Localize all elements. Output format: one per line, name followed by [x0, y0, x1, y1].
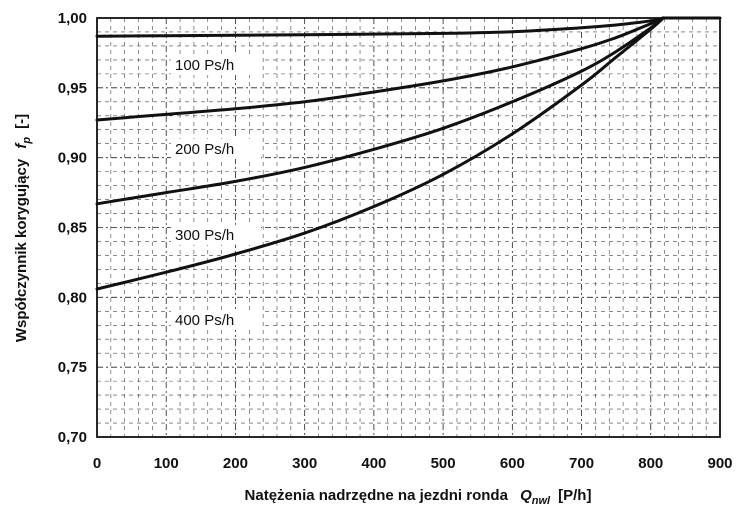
x-tick-label: 0 [93, 455, 101, 472]
y-tick-label: 0,85 [58, 220, 87, 237]
y-tick-label: 0,90 [58, 150, 87, 167]
x-axis-title-subscript: nwl [532, 495, 551, 507]
x-tick-label: 100 [154, 455, 179, 472]
x-axis-title-symbol: Q [520, 487, 532, 504]
series-line-2 [95, 16, 665, 122]
x-tick-label: 300 [292, 455, 317, 472]
y-axis-title-symbol: f [13, 142, 30, 149]
y-tick-label: 0,75 [58, 359, 87, 376]
x-tick-label: 200 [223, 455, 248, 472]
x-tick-label: 500 [431, 455, 456, 472]
x-tick-label: 400 [361, 455, 386, 472]
series-label: 400 Ps/h [175, 312, 234, 329]
series-label-background [171, 138, 261, 159]
y-axis-title-unit: [-] [13, 114, 30, 129]
series-label-background [171, 224, 261, 245]
y-axis-title-subscript: p [21, 137, 33, 145]
series-labels: 100 Ps/h 200 Ps/h 300 Ps/h 400 Ps/h [171, 55, 261, 330]
grid [97, 18, 720, 437]
y-tick-label: 1,00 [58, 10, 87, 27]
y-axis-title: Współczynnik korygujący fp [-] [13, 114, 33, 342]
plot-frame [96, 17, 721, 438]
y-tick-label: 0,95 [58, 80, 87, 97]
x-axis-ticks: 0 100 200 300 400 500 600 700 800 900 [93, 455, 733, 472]
y-axis-title-main: Współczynnik korygujący [13, 158, 30, 342]
series-line-3 [95, 16, 665, 206]
series-line-1 [95, 16, 665, 38]
x-axis-title-main: Natężenia nadrzędne na jezdni ronda [245, 487, 509, 504]
series-label: 200 Ps/h [175, 141, 234, 158]
series-label: 300 Ps/h [175, 227, 234, 244]
series-label-background [171, 309, 261, 330]
y-tick-label: 0,70 [58, 429, 87, 446]
x-tick-label: 900 [707, 455, 732, 472]
series-label: 100 Ps/h [175, 57, 234, 74]
series-line-4 [95, 16, 665, 291]
x-axis-title-unit: [P/h] [558, 487, 591, 504]
x-tick-label: 800 [638, 455, 663, 472]
x-tick-label: 600 [500, 455, 525, 472]
y-axis-ticks: 0,70 0,75 0,80 0,85 0,90 0,95 1,00 [58, 10, 87, 446]
x-axis-title: Natężenia nadrzędne na jezdni ronda Qnwl… [245, 487, 592, 507]
y-tick-label: 0,80 [58, 289, 87, 306]
x-tick-label: 700 [569, 455, 594, 472]
series-label-background [171, 55, 261, 76]
